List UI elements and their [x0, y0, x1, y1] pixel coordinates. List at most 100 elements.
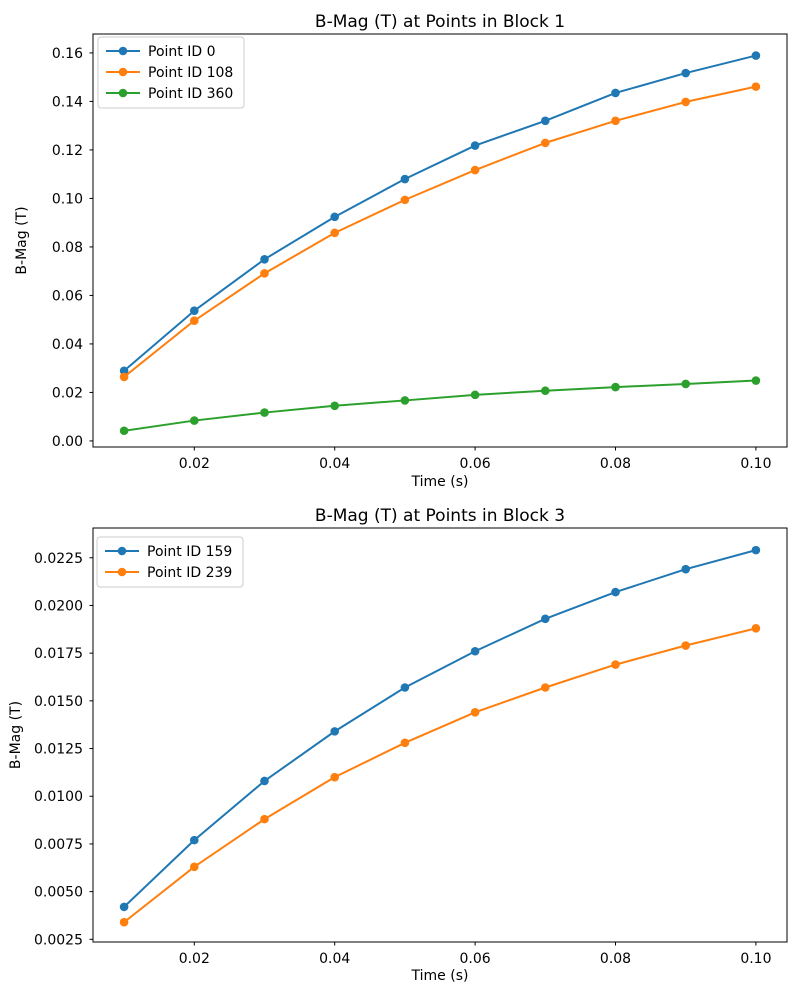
- data-point: [260, 254, 269, 264]
- data-point: [470, 141, 480, 150]
- y-tick-label: 0.0100: [34, 789, 83, 805]
- data-point: [681, 379, 691, 389]
- data-point: [681, 641, 691, 650]
- data-point: [681, 97, 691, 107]
- data-point: [330, 401, 339, 411]
- data-point: [751, 51, 761, 60]
- y-tick-label: 0.06: [52, 288, 83, 304]
- y-tick-label: 0.0200: [34, 598, 83, 614]
- data-point: [330, 228, 339, 238]
- x-tick-label: 0.04: [319, 951, 350, 967]
- data-point: [470, 646, 480, 656]
- legend-label: Point ID 108: [148, 65, 233, 81]
- data-point: [611, 116, 620, 126]
- x-tick-label: 0.06: [460, 951, 491, 967]
- series-line-2: [123, 379, 757, 432]
- y-axis-label: B-Mag (T): [8, 701, 24, 769]
- y-axis-label: B-Mag (T): [14, 206, 30, 274]
- y-tick-label: 0.02: [52, 385, 83, 401]
- y-tick-label: 0.0050: [34, 885, 83, 901]
- data-point: [189, 835, 199, 845]
- data-point: [189, 316, 199, 325]
- chart-1: 0.02 0.04 0.06 0.08 0.10 0.0025 0.0050 0.0075 0.…: [8, 506, 788, 984]
- data-point: [189, 306, 199, 316]
- series-line-1: [123, 85, 757, 378]
- x-axis-label: Time (s): [411, 474, 469, 490]
- legend-label: Point ID 0: [148, 44, 215, 60]
- data-point: [400, 195, 410, 205]
- data-point: [330, 772, 339, 782]
- y-tick-label: 0.0125: [34, 742, 83, 758]
- legend-marker: [117, 567, 127, 577]
- x-tick-label: 0.02: [179, 456, 210, 472]
- data-point: [751, 376, 761, 385]
- data-point: [541, 683, 550, 692]
- legend-label: Point ID 159: [147, 544, 232, 560]
- legend-box: [97, 36, 245, 109]
- data-point: [330, 727, 339, 736]
- legend-box: [96, 536, 244, 588]
- data-point: [681, 564, 691, 574]
- series-line-1: [123, 627, 757, 924]
- legend-marker: [118, 88, 128, 98]
- data-point: [611, 382, 620, 392]
- x-tick-label: 0.10: [740, 951, 771, 967]
- x-tick-label: 0.10: [740, 456, 771, 472]
- data-point: [541, 614, 550, 624]
- data-point: [611, 660, 620, 669]
- y-tick-label: 0.16: [52, 46, 83, 62]
- x-tick-label: 0.02: [179, 951, 210, 967]
- y-tick-label: 0.0175: [34, 646, 83, 662]
- data-point: [751, 624, 761, 633]
- plot-area-border: [92, 33, 788, 448]
- y-tick-label: 0.14: [52, 94, 83, 110]
- plot-area-border: [92, 527, 788, 943]
- legend-marker: [117, 546, 127, 556]
- chart-title: B-Mag (T) at Points in Block 3: [315, 506, 565, 526]
- y-tick-label: 0.12: [52, 143, 83, 159]
- x-tick-label: 0.08: [600, 951, 631, 967]
- data-point: [400, 683, 410, 692]
- y-tick-label: 0.08: [52, 240, 83, 256]
- data-point: [189, 416, 199, 425]
- x-axis-label: Time (s): [411, 968, 469, 984]
- data-point: [541, 138, 550, 148]
- y-tick-label: 0.0025: [34, 932, 83, 948]
- data-point: [751, 82, 761, 91]
- y-tick-label: 0.00: [52, 434, 83, 450]
- data-point: [541, 386, 550, 396]
- x-tick-label: 0.08: [600, 456, 631, 472]
- x-tick-label: 0.04: [319, 456, 350, 472]
- y-tick-label: 0.0225: [34, 551, 83, 567]
- data-point: [119, 902, 129, 912]
- legend: Point ID 159 Point ID 239: [96, 536, 244, 588]
- data-point: [400, 396, 410, 405]
- legend: Point ID 0 Point ID 108 Point ID 360: [97, 36, 245, 109]
- legend-marker: [118, 46, 128, 56]
- data-point: [751, 545, 761, 555]
- data-point: [119, 917, 129, 927]
- data-point: [189, 862, 199, 872]
- legend-marker: [118, 67, 128, 77]
- data-point: [260, 269, 269, 278]
- data-point: [541, 116, 550, 126]
- data-point: [119, 372, 129, 382]
- data-point: [119, 426, 129, 436]
- legend-label: Point ID 360: [148, 86, 233, 102]
- data-point: [470, 707, 480, 717]
- chart-0: 0.02 0.04 0.06 0.08 0.10 0.00 0.02 0.04 0.06 0.08…: [14, 12, 788, 490]
- data-point: [611, 88, 620, 98]
- x-tick-label: 0.06: [460, 456, 491, 472]
- data-point: [470, 390, 480, 400]
- legend-label: Point ID 239: [147, 565, 232, 581]
- y-tick-label: 0.0150: [34, 694, 83, 710]
- data-point: [119, 366, 129, 376]
- data-point: [400, 738, 410, 748]
- data-point: [400, 174, 410, 184]
- data-point: [611, 587, 620, 597]
- y-tick-label: 0.04: [52, 337, 83, 353]
- y-tick-label: 0.0075: [34, 837, 83, 853]
- chart-title: B-Mag (T) at Points in Block 1: [315, 12, 565, 32]
